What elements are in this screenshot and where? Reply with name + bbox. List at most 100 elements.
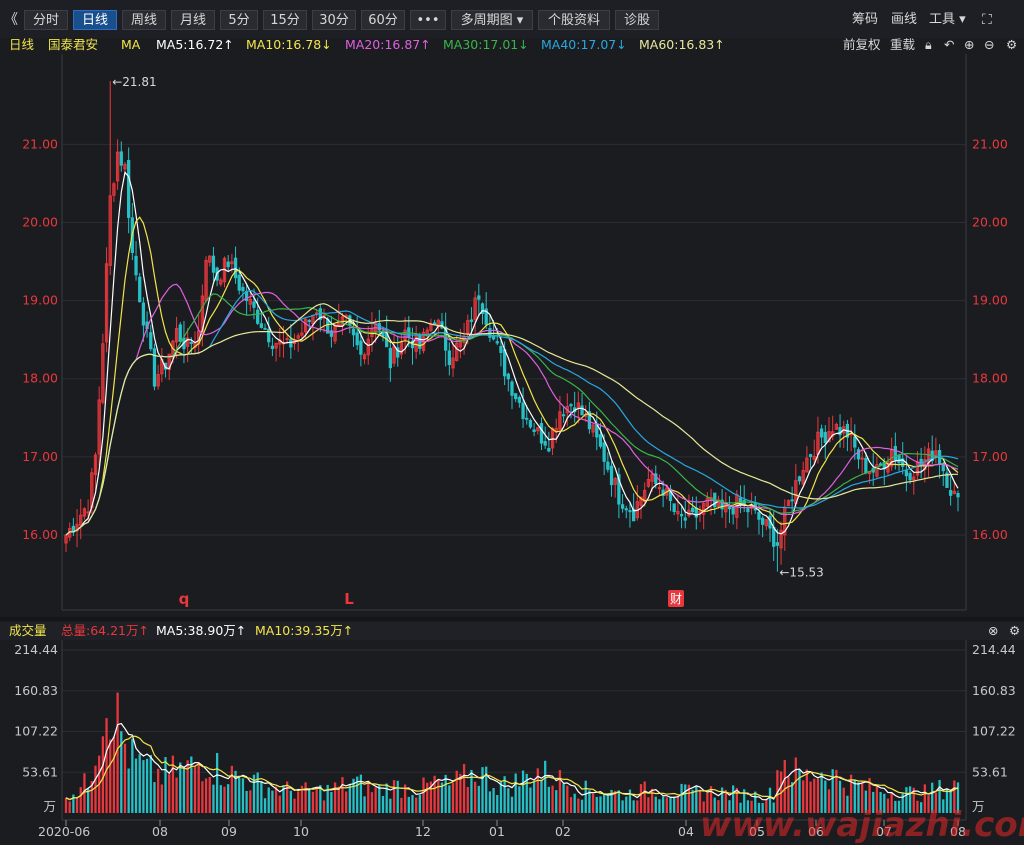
lock-icon[interactable]: 🔒︎ xyxy=(925,37,932,52)
price-tick-right: 18.00 xyxy=(972,371,1008,386)
candle-body xyxy=(716,499,721,507)
volume-chart[interactable]: 214.44 214.44 160.83 160.83 107.22 107.22 53.6… xyxy=(0,640,1024,843)
volume-bar xyxy=(370,792,374,813)
volume-bar xyxy=(569,797,573,813)
candle-body xyxy=(333,324,337,342)
volume-bar xyxy=(488,791,492,813)
volume-bar xyxy=(267,787,270,813)
volume-bar xyxy=(658,799,661,813)
candle-body xyxy=(289,339,293,348)
volume-bar xyxy=(238,777,241,813)
volume-bar xyxy=(348,785,351,813)
volume-bar xyxy=(105,718,108,813)
volume-title[interactable]: 成交量 xyxy=(9,623,47,638)
volume-bar xyxy=(127,768,130,813)
volume-bar xyxy=(112,736,116,813)
volume-ma10-line xyxy=(65,735,959,801)
zoom-out-icon[interactable]: ⊖ xyxy=(984,37,995,52)
period-button-0[interactable]: 分时 xyxy=(24,10,68,30)
volume-tick-left: 107.22 xyxy=(14,724,58,739)
reload-button[interactable]: 重载 xyxy=(890,37,916,52)
candle-body xyxy=(576,402,580,408)
back-icon[interactable]: 《 xyxy=(4,12,18,28)
volume-bar xyxy=(669,796,672,813)
draw-line-button[interactable]: 画线 xyxy=(891,12,918,27)
volume-bar xyxy=(227,784,230,813)
volume-bar xyxy=(750,800,753,813)
volume-bar xyxy=(684,784,687,813)
volume-bar xyxy=(142,760,145,813)
period-button-6[interactable]: 30分 xyxy=(312,10,356,30)
candle-body xyxy=(495,341,499,344)
candle-body xyxy=(860,457,864,460)
volume-bar xyxy=(695,786,698,813)
close-panel-icon[interactable]: ⊗ xyxy=(988,623,999,638)
volume-bar xyxy=(400,797,403,813)
volume-bar xyxy=(687,784,691,813)
period-button-10[interactable]: 个股资料 xyxy=(538,10,610,30)
volume-bar xyxy=(595,796,598,813)
period-button-5[interactable]: 15分 xyxy=(263,10,307,30)
candle-body xyxy=(580,405,584,416)
candle-body xyxy=(536,427,540,432)
period-button-1[interactable]: 日线 xyxy=(73,10,117,30)
indicator-name[interactable]: MA xyxy=(121,37,141,52)
volume-bar xyxy=(883,793,886,813)
period-button-7[interactable]: 60分 xyxy=(361,10,405,30)
volume-bar xyxy=(123,743,127,813)
volume-legend-bar: 成交量 总量:64.21万↑ MA5:38.90万↑ MA10:39.35万↑ … xyxy=(0,622,1024,640)
period-button-3[interactable]: 月线 xyxy=(171,10,215,30)
chip-distribution-button[interactable]: 筹码 xyxy=(852,12,879,27)
zoom-in-icon[interactable]: ⊕ xyxy=(964,37,975,52)
settings-icon[interactable]: ⚙ xyxy=(1006,37,1018,52)
volume-bar xyxy=(864,790,867,813)
volume-bar xyxy=(746,800,750,813)
panel-divider[interactable] xyxy=(0,617,1024,621)
candle-body xyxy=(185,337,190,347)
candle-body xyxy=(329,330,334,337)
price-tick-right: 19.00 xyxy=(972,293,1008,308)
candle-body xyxy=(591,424,595,433)
candle-body xyxy=(831,431,835,437)
candle-body xyxy=(561,414,566,417)
volume-bar xyxy=(621,800,624,813)
volume-bar xyxy=(208,777,211,813)
volume-bar xyxy=(426,782,429,813)
candle-body xyxy=(134,255,138,276)
candle-body xyxy=(893,445,897,461)
volume-bar xyxy=(241,778,245,813)
candle-body xyxy=(517,396,522,403)
stock-name[interactable]: 国泰君安 xyxy=(48,37,99,52)
volume-settings-icon[interactable]: ⚙ xyxy=(1009,623,1021,638)
volume-bar xyxy=(639,784,643,813)
volume-bar xyxy=(544,760,547,813)
date-label: 02 xyxy=(555,824,571,839)
volume-bar xyxy=(168,774,171,813)
candle-body xyxy=(521,402,525,419)
price-chart[interactable]: 21.00 20.00 19.00 18.00 17.00 16.00 21.00 20.0… xyxy=(0,54,1024,619)
volume-bar xyxy=(308,789,311,813)
candle-body xyxy=(506,373,510,380)
price-tick-right: 21.00 xyxy=(972,136,1008,151)
candle-body xyxy=(856,449,861,460)
candle-body xyxy=(720,499,724,510)
adjust-mode-button[interactable]: 前复权 xyxy=(843,37,881,52)
volume-bar xyxy=(319,785,322,813)
undo-icon[interactable]: ↶ xyxy=(944,37,955,52)
period-button-9[interactable]: 多周期图 ▾ xyxy=(451,10,533,30)
candle-body xyxy=(366,338,370,356)
volume-tick-right: 53.61 xyxy=(972,764,1008,779)
volume-bar xyxy=(706,792,709,813)
period-button-2[interactable]: 周线 xyxy=(122,10,166,30)
volume-bar xyxy=(673,796,676,813)
period-button-11[interactable]: 诊股 xyxy=(615,10,659,30)
fullscreen-icon[interactable]: ⛶ xyxy=(982,12,992,28)
price-grid xyxy=(61,54,967,611)
tools-menu-button[interactable]: 工具 ▾ xyxy=(929,12,966,27)
period-button-4[interactable]: 5分 xyxy=(220,10,258,30)
ma60-line xyxy=(65,303,958,536)
candle-body xyxy=(152,348,157,387)
candle-body xyxy=(772,526,776,547)
volume-bar xyxy=(650,788,654,813)
period-button-8[interactable]: ••• xyxy=(410,10,446,30)
